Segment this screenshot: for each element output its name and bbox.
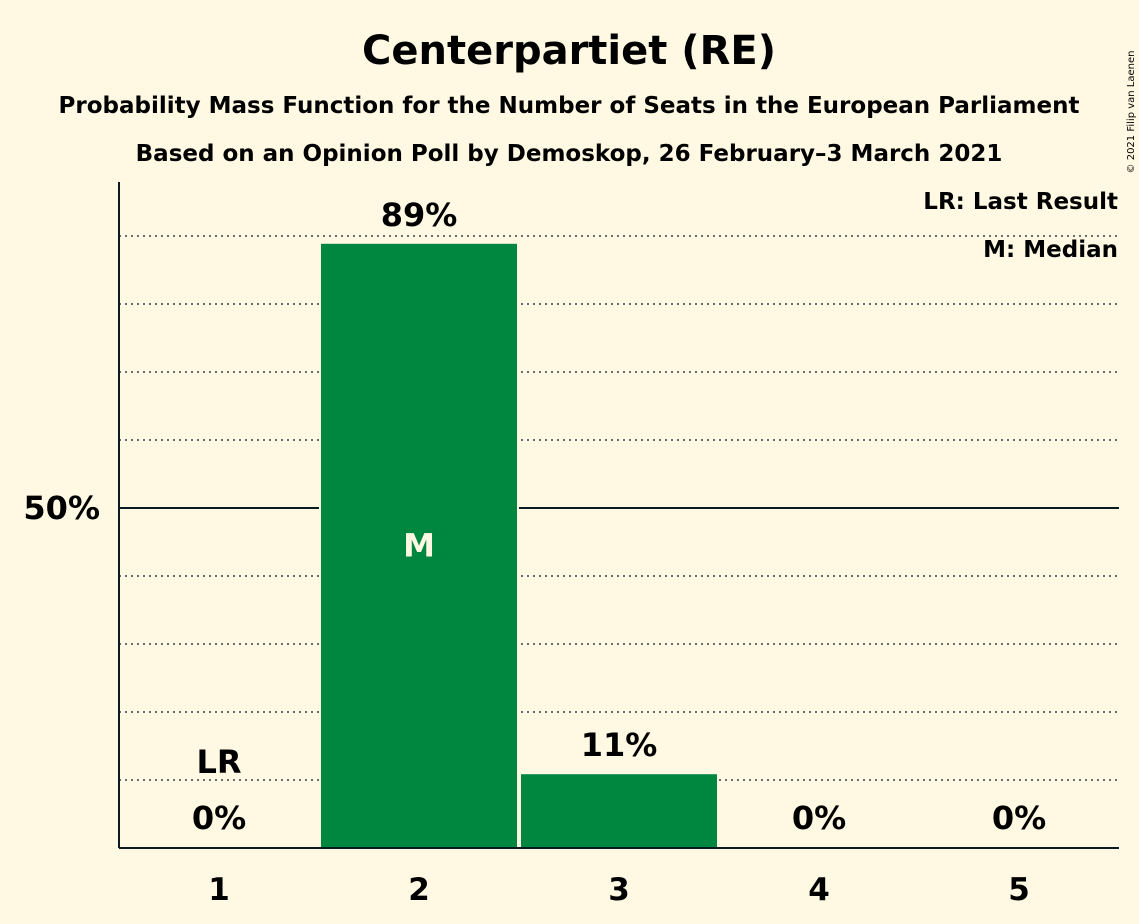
legend-median: M: Median [983,237,1118,263]
chart-subtitle: Probability Mass Function for the Number… [59,93,1080,119]
bar-3 [519,772,719,850]
value-label-3: 11% [581,726,658,764]
copyright-text: © 2021 Filip van Laenen [1126,51,1137,174]
median-marker: M [403,526,435,564]
x-axis-ticks: 1 2 3 4 5 [208,872,1030,908]
value-label-1: 0% [192,799,246,837]
x-tick-label-4: 4 [808,872,830,908]
data-labels: 0% LR 89% M 11% 0% 0% [192,196,1046,837]
legend-last-result: LR: Last Result [923,189,1118,215]
chart-title: Centerpartiet (RE) [362,28,776,74]
y-tick-label: 50% [23,489,100,527]
bar-2 [319,241,519,850]
x-tick-label-1: 1 [208,872,230,908]
x-tick-label-5: 5 [1008,872,1030,908]
gridlines [119,235,1119,781]
value-label-2: 89% [381,196,458,234]
y-axis-ticks: 50% [23,489,100,527]
x-tick-label-3: 3 [608,872,630,908]
last-result-marker: LR [196,743,241,781]
chart-subtitle-source: Based on an Opinion Poll by Demoskop, 26… [136,141,1003,167]
value-label-5: 0% [992,799,1046,837]
x-tick-label-2: 2 [408,872,430,908]
value-label-4: 0% [792,799,846,837]
bars [319,241,719,850]
